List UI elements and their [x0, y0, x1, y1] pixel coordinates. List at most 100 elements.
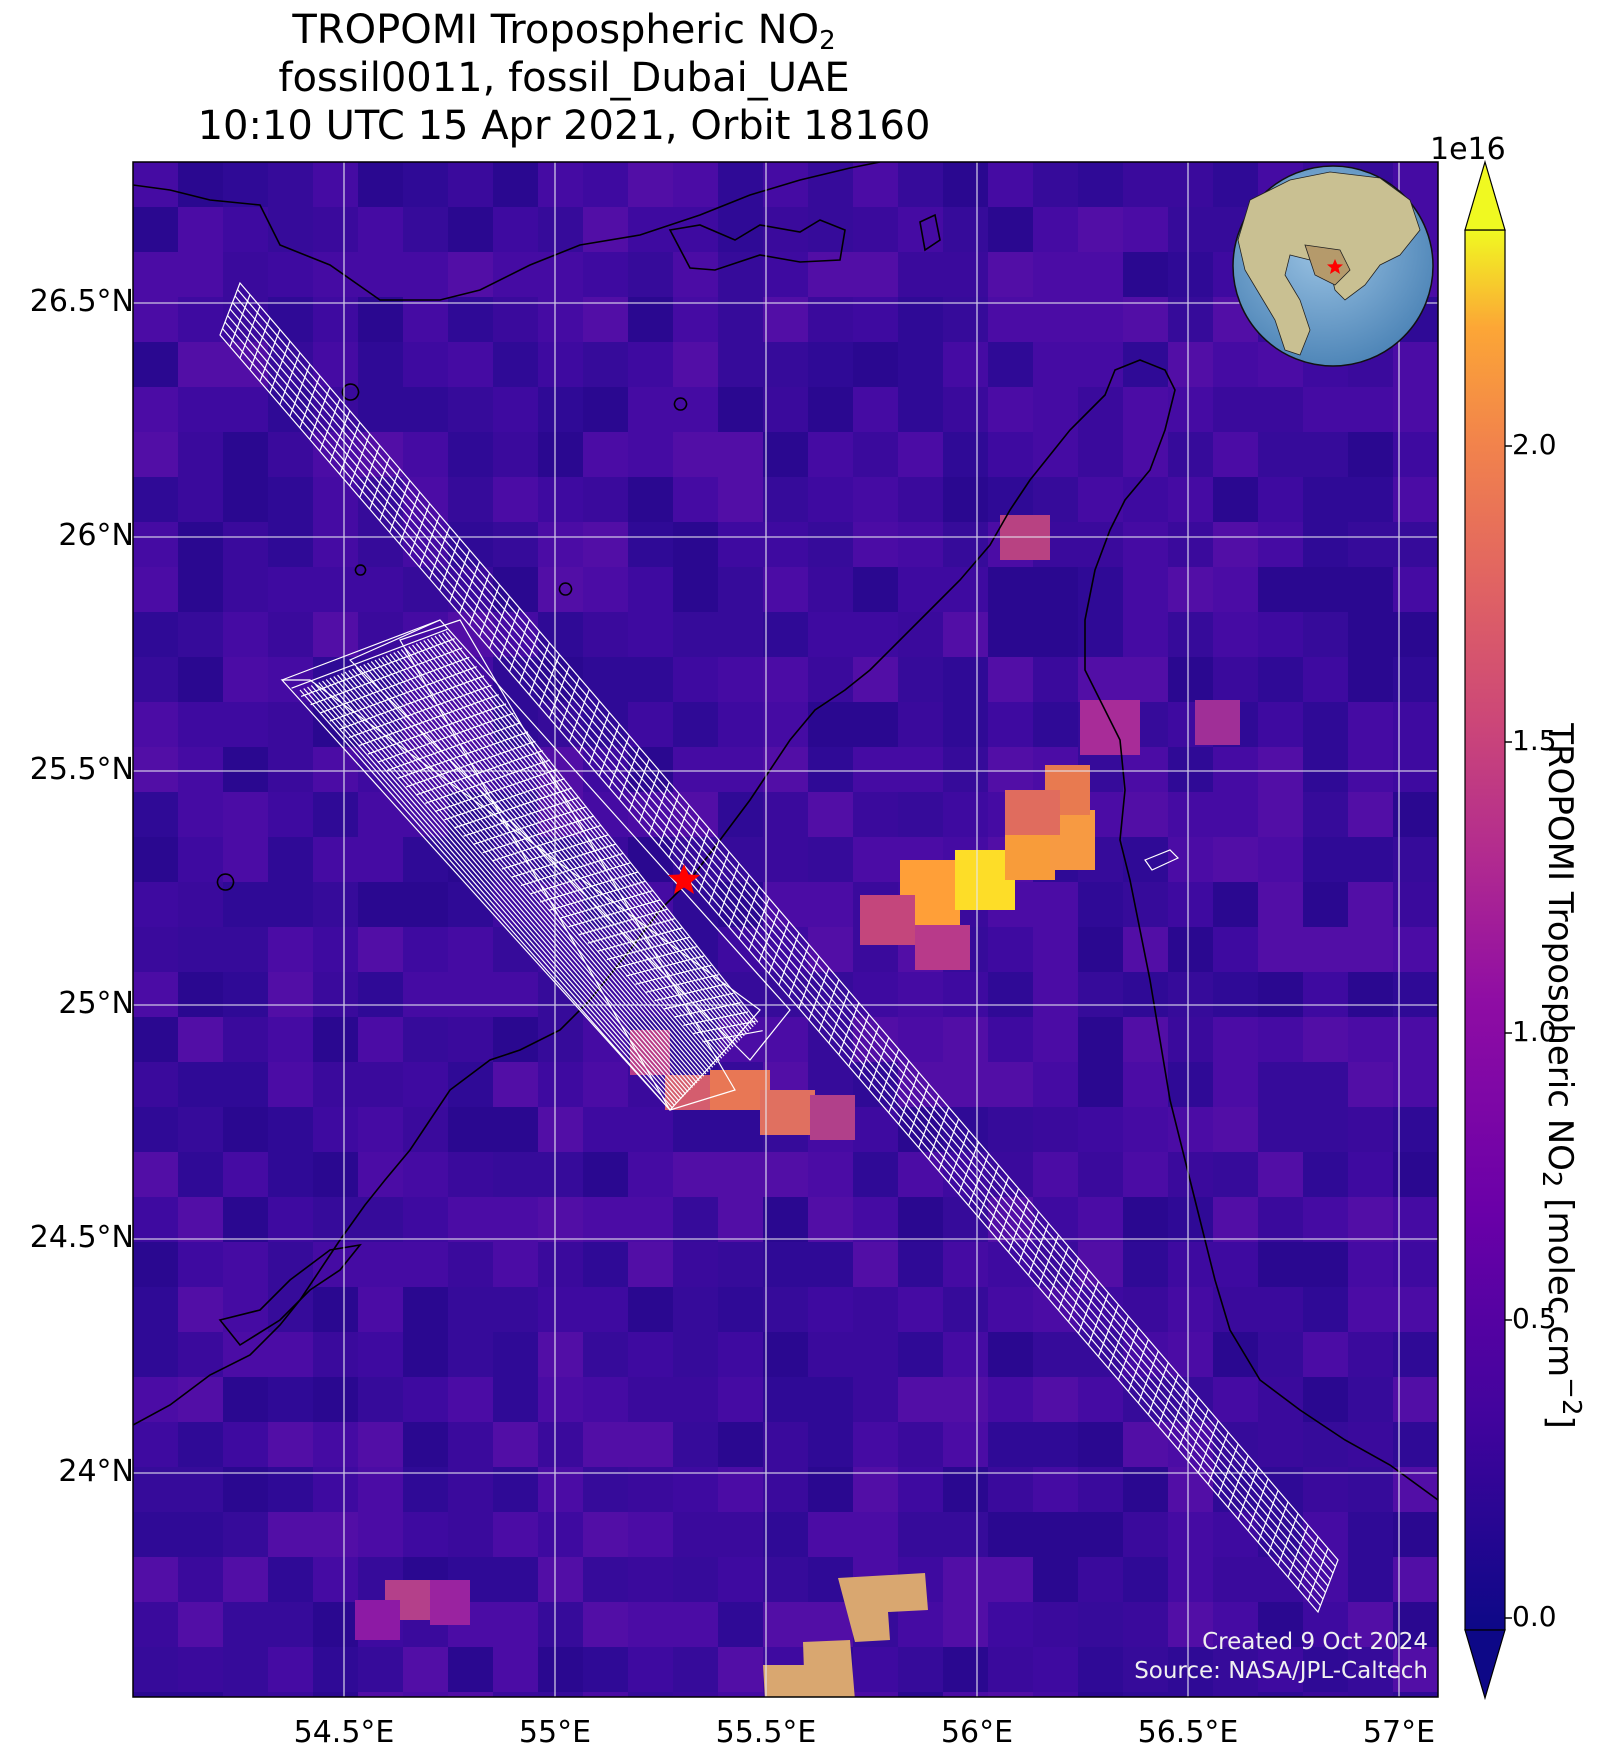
footprint-line — [389, 653, 725, 1057]
no2-pixel — [583, 1242, 629, 1288]
no2-pixel — [898, 972, 944, 1018]
no2-pixel — [223, 1197, 269, 1243]
no2-pixel — [718, 432, 764, 478]
no2-pixel — [808, 207, 854, 253]
no2-pixel — [628, 837, 674, 883]
no2-pixel — [718, 1602, 764, 1648]
no2-pixel — [853, 1332, 899, 1378]
no2-pixel — [898, 342, 944, 388]
no2-pixel — [178, 1242, 224, 1288]
no2-pixel — [988, 342, 1034, 388]
no2-pixel — [313, 792, 359, 838]
no2-pixel — [1303, 927, 1349, 973]
no2-pixel — [133, 1512, 179, 1558]
no2-pixel — [988, 927, 1034, 973]
no2-pixel — [1393, 972, 1438, 1018]
no2-pixel — [853, 342, 899, 388]
no2-pixel — [358, 1332, 404, 1378]
no2-pixel — [898, 1512, 944, 1558]
no2-pixel — [718, 837, 764, 883]
no2-pixel — [403, 837, 449, 883]
no2-pixel — [133, 882, 179, 928]
no2-pixel — [133, 297, 179, 343]
no2-pixel — [583, 522, 629, 568]
footprint-line — [400, 649, 732, 1050]
no2-pixel — [1348, 882, 1394, 928]
no2-pixel — [1258, 1242, 1304, 1288]
no2-pixel — [538, 432, 584, 478]
no2-pixel — [943, 1332, 989, 1378]
footprint-line — [425, 759, 551, 804]
footprint-line — [635, 964, 712, 985]
no2-pixel — [538, 1062, 584, 1108]
no2-pixel — [493, 252, 539, 298]
no2-pixel — [943, 477, 989, 523]
no2-pixel — [493, 567, 539, 613]
no2-pixel — [763, 1287, 809, 1333]
no2-pixel — [358, 1017, 404, 1063]
no2-pixel — [808, 1332, 854, 1378]
no2-pixel — [943, 342, 989, 388]
no2-pixel — [628, 1512, 674, 1558]
no2-pixel — [448, 1017, 494, 1063]
no2-pixel — [988, 162, 1034, 208]
no2-pixel — [1303, 882, 1349, 928]
no2-pixel — [853, 1422, 899, 1468]
no2-pixel — [1033, 252, 1079, 298]
no2-pixel — [583, 1197, 629, 1243]
no2-pixel — [1033, 1017, 1079, 1063]
no2-pixel — [538, 1602, 584, 1648]
no2-pixel — [223, 1647, 269, 1693]
no2-pixel — [223, 207, 269, 253]
no2-pixel — [1303, 1062, 1349, 1108]
no2-pixel — [313, 522, 359, 568]
no2-pixel — [1258, 837, 1304, 883]
lon-tick-label: 57°E — [1362, 1715, 1436, 1750]
no2-pixel — [763, 432, 809, 478]
no2-pixel — [583, 1107, 629, 1153]
no2-pixel — [898, 387, 944, 433]
no2-pixel — [1078, 162, 1124, 208]
no2-pixel — [988, 1377, 1034, 1423]
no2-pixel — [988, 297, 1034, 343]
no2-pixel — [763, 477, 809, 523]
no2-pixel — [1078, 1242, 1124, 1288]
no2-pixel — [763, 702, 809, 748]
no2-pixel — [313, 162, 359, 208]
no2-pixel — [1078, 972, 1124, 1018]
no2-pixel — [808, 1377, 854, 1423]
no2-pixel — [223, 792, 269, 838]
no2-pixel — [763, 1017, 809, 1063]
no2-pixel — [808, 342, 854, 388]
footprint-line — [406, 740, 536, 788]
no2-pixel — [1213, 612, 1259, 658]
no2-pixel — [1078, 342, 1124, 388]
footprint-line — [385, 655, 723, 1059]
no2-pixel — [403, 1017, 449, 1063]
no2-pixel — [268, 792, 314, 838]
no2-pixel — [133, 837, 179, 883]
no2-pixel — [403, 1467, 449, 1513]
no2-pixel — [358, 342, 404, 388]
no2-pixel — [1033, 972, 1079, 1018]
footprint-line — [370, 661, 714, 1068]
no2-pixel — [448, 252, 494, 298]
no2-pixel — [223, 477, 269, 523]
coastlines — [133, 162, 1438, 1501]
no2-pixel — [493, 1062, 539, 1108]
no2-pixel — [268, 702, 314, 748]
sam-swath-a — [280, 679, 761, 1111]
no2-pixel — [1078, 1647, 1124, 1693]
no2-pixel — [583, 657, 629, 703]
map-title-line2: fossil0011, fossil_Dubai_UAE — [278, 55, 850, 101]
lon-tick-label: 54.5°E — [293, 1715, 395, 1750]
no2-pixel — [628, 612, 674, 658]
colorbar — [1464, 159, 1512, 1701]
no2-pixel — [1348, 1062, 1394, 1108]
no2-pixel — [1033, 432, 1079, 478]
footprint-line — [374, 659, 716, 1066]
no2-pixel — [133, 342, 179, 388]
no2-pixel — [1393, 1152, 1438, 1198]
no2-pixel — [1078, 1062, 1124, 1108]
no2-pixel — [403, 972, 449, 1018]
